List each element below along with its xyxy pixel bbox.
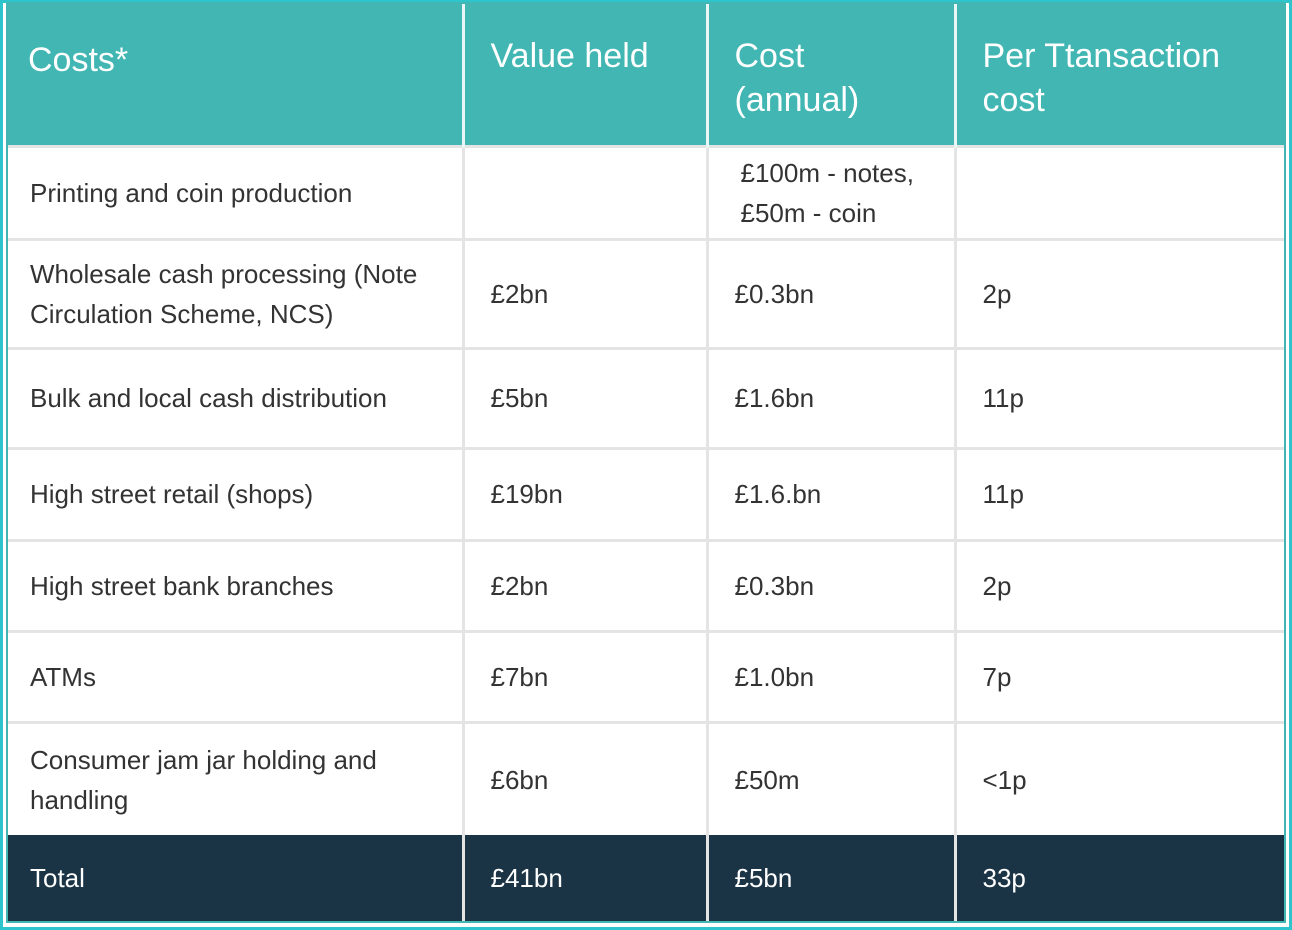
value-held-cell: £6bn bbox=[461, 721, 707, 835]
cost-item-cell: Printing and coin production bbox=[8, 144, 463, 240]
cost-annual-cell: £0.3bn bbox=[705, 538, 955, 632]
table-row: Consumer jam jar holding and handling £6b… bbox=[8, 721, 1284, 835]
total-cost-annual-cell: £5bn bbox=[705, 834, 955, 921]
header-value-held: Value held bbox=[461, 4, 707, 146]
table-row: ATMs £7bn £1.0bn 7p bbox=[8, 630, 1284, 723]
cost-annual-cell: £1.6.bn bbox=[705, 446, 955, 541]
cost-item-cell: Bulk and local cash distribution bbox=[8, 346, 463, 449]
header-cost-annual: Cost (annual) bbox=[705, 4, 955, 146]
value-held-cell: £7bn bbox=[461, 630, 707, 723]
table-row: Printing and coin production £100m - note… bbox=[8, 144, 1284, 240]
cost-item-cell: Wholesale cash processing (Note Circulat… bbox=[8, 237, 463, 349]
value-held-cell: £2bn bbox=[461, 538, 707, 632]
table-row: High street retail (shops) £19bn £1.6.bn 11… bbox=[8, 446, 1284, 541]
per-transaction-cost-cell: <1p bbox=[953, 721, 1284, 835]
per-transaction-cost-cell: 2p bbox=[953, 538, 1284, 632]
per-transaction-cost-cell: 7p bbox=[953, 630, 1284, 723]
total-per-transaction-cost-cell: 33p bbox=[953, 834, 1284, 921]
table-row: Bulk and local cash distribution £5bn £1.6… bbox=[8, 346, 1284, 449]
cost-item-cell: High street retail (shops) bbox=[8, 446, 463, 541]
value-held-cell bbox=[461, 144, 707, 240]
cost-annual-cell: £1.6bn bbox=[705, 346, 955, 449]
value-held-cell: £19bn bbox=[461, 446, 707, 541]
cost-annual-cell: £100m - notes, £50m - coin bbox=[705, 144, 955, 240]
cost-item-cell: ATMs bbox=[8, 630, 463, 723]
table-row: Wholesale cash processing (Note Circulat… bbox=[8, 237, 1284, 349]
costs-table-container: Costs* Value held Cost (annual) Per Ttan… bbox=[6, 2, 1286, 923]
per-transaction-cost-cell: 11p bbox=[953, 446, 1284, 541]
cost-annual-cell: £0.3bn bbox=[705, 237, 955, 349]
cost-annual-cell: £50m bbox=[705, 721, 955, 835]
cost-annual-cell: £1.0bn bbox=[705, 630, 955, 723]
per-transaction-cost-cell: 11p bbox=[953, 346, 1284, 449]
header-row: Costs* Value held Cost (annual) Per Ttan… bbox=[8, 4, 1284, 146]
value-held-cell: £5bn bbox=[461, 346, 707, 449]
per-transaction-cost-cell bbox=[953, 144, 1284, 240]
costs-table: Costs* Value held Cost (annual) Per Ttan… bbox=[8, 4, 1284, 921]
total-cost-item-cell: Total bbox=[8, 834, 463, 921]
total-value-held-cell: £41bn bbox=[461, 834, 707, 921]
cost-item-cell: Consumer jam jar holding and handling bbox=[8, 721, 463, 835]
header-costs: Costs* bbox=[8, 4, 463, 146]
cost-item-cell: High street bank branches bbox=[8, 538, 463, 632]
total-row: Total £41bn £5bn 33p bbox=[8, 834, 1284, 921]
per-transaction-cost-cell: 2p bbox=[953, 237, 1284, 349]
table-row: High street bank branches £2bn £0.3bn 2p bbox=[8, 538, 1284, 632]
value-held-cell: £2bn bbox=[461, 237, 707, 349]
header-per-transaction: Per Ttansaction cost bbox=[953, 4, 1284, 146]
